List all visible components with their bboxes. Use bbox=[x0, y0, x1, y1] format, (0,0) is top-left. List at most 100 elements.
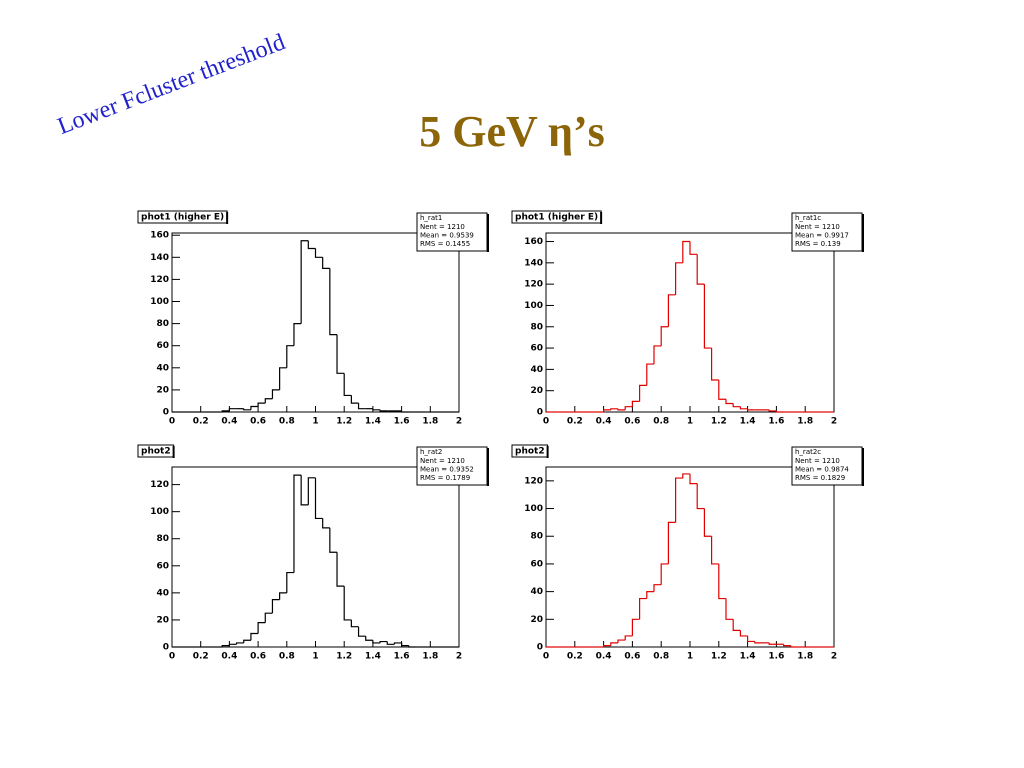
histogram-step bbox=[408, 645, 416, 648]
x-tick-label: 1 bbox=[312, 652, 318, 662]
histogram-step bbox=[775, 410, 784, 413]
y-tick-label: 100 bbox=[150, 507, 169, 517]
histogram-step bbox=[653, 345, 662, 365]
x-tick-label: 0 bbox=[543, 417, 549, 427]
x-tick-label: 2 bbox=[831, 417, 837, 427]
histogram-title: phot1 (higher E) bbox=[515, 213, 598, 223]
histogram-step bbox=[660, 563, 669, 585]
plot-frame bbox=[545, 232, 835, 413]
x-tick-label: 0.2 bbox=[567, 652, 583, 662]
x-tick-label: 2 bbox=[831, 652, 837, 662]
histogram-step bbox=[703, 508, 712, 537]
y-tick-label: 60 bbox=[530, 344, 543, 354]
histogram-step bbox=[221, 410, 230, 412]
x-tick-label: 1.2 bbox=[711, 652, 727, 662]
y-tick-label: 80 bbox=[530, 322, 543, 332]
histogram-step bbox=[732, 619, 741, 631]
stats-box bbox=[416, 446, 488, 486]
stats-box bbox=[416, 212, 488, 252]
x-tick-label: 0.6 bbox=[250, 417, 266, 427]
histogram-step bbox=[257, 402, 266, 407]
histogram-step bbox=[689, 473, 698, 485]
histogram-step bbox=[675, 477, 683, 523]
histogram-step bbox=[329, 527, 338, 553]
y-tick-label: 120 bbox=[150, 275, 169, 285]
histogram-step bbox=[264, 398, 273, 404]
histogram-step bbox=[675, 262, 683, 295]
x-tick-label: 1.6 bbox=[768, 417, 784, 427]
x-tick-label: 0.6 bbox=[624, 652, 640, 662]
histogram-step bbox=[279, 367, 287, 390]
histogram-step bbox=[393, 642, 402, 645]
histogram-title: phot2 bbox=[141, 447, 171, 457]
histogram-step bbox=[286, 571, 294, 593]
x-tick-label: 1.4 bbox=[365, 417, 381, 427]
histogram-step bbox=[610, 408, 618, 410]
x-tick-label: 1.4 bbox=[365, 652, 381, 662]
x-tick-label: 1.8 bbox=[422, 652, 438, 662]
histogram-step bbox=[372, 408, 381, 411]
x-tick-label: 2 bbox=[456, 417, 462, 427]
y-tick-label: 40 bbox=[156, 363, 169, 373]
histogram-step bbox=[279, 592, 287, 600]
x-tick-label: 1.4 bbox=[740, 417, 756, 427]
histogram-step bbox=[646, 363, 654, 386]
x-tick-label: 1.2 bbox=[336, 652, 352, 662]
histogram-step bbox=[357, 403, 366, 410]
y-tick-label: 100 bbox=[524, 301, 543, 311]
x-tick-label: 0.8 bbox=[653, 417, 669, 427]
histogram-step bbox=[725, 598, 734, 620]
histogram-step bbox=[718, 380, 726, 400]
y-tick-label: 60 bbox=[156, 341, 169, 351]
histogram-step bbox=[790, 645, 798, 648]
stats-line: RMS = 0.1829 bbox=[795, 474, 845, 482]
histogram-step bbox=[401, 410, 409, 413]
histogram-step bbox=[271, 389, 280, 399]
histogram-step bbox=[768, 642, 777, 645]
y-tick-label: 60 bbox=[530, 559, 543, 569]
histogram-step bbox=[617, 639, 626, 643]
x-tick-label: 0.6 bbox=[250, 652, 266, 662]
histogram-step bbox=[271, 599, 280, 614]
histogram-title: phot2 bbox=[515, 447, 545, 457]
x-tick-label: 1.6 bbox=[394, 417, 410, 427]
histogram-step bbox=[329, 268, 338, 336]
stats-line: RMS = 0.139 bbox=[795, 240, 841, 248]
x-tick-label: 1.8 bbox=[797, 417, 813, 427]
histogram-step bbox=[725, 399, 734, 405]
histogram-step bbox=[401, 642, 409, 647]
x-tick-label: 0.8 bbox=[279, 417, 295, 427]
x-tick-label: 1.6 bbox=[394, 652, 410, 662]
x-tick-label: 0.8 bbox=[653, 652, 669, 662]
histogram-step bbox=[293, 474, 302, 573]
plot-frame bbox=[171, 232, 460, 413]
stats-name: h_rat2 bbox=[420, 448, 442, 456]
histogram-step bbox=[307, 477, 316, 505]
stats-name: h_rat1c bbox=[795, 214, 821, 222]
y-tick-label: 80 bbox=[156, 534, 169, 544]
histogram-step bbox=[631, 400, 640, 407]
histogram-step bbox=[336, 552, 345, 587]
histogram-step bbox=[264, 612, 273, 623]
x-tick-label: 1 bbox=[312, 417, 318, 427]
histogram-step bbox=[250, 632, 259, 641]
histogram-step bbox=[379, 409, 388, 412]
stats-line: Nent = 1210 bbox=[420, 223, 465, 231]
x-tick-label: 2 bbox=[456, 652, 462, 662]
histogram-step bbox=[243, 639, 251, 643]
x-tick-label: 1.4 bbox=[740, 652, 756, 662]
histogram-step bbox=[243, 408, 251, 411]
y-tick-label: 0 bbox=[537, 408, 543, 418]
histogram-step bbox=[603, 645, 611, 647]
histogram-step bbox=[336, 334, 345, 374]
histogram-step bbox=[286, 345, 294, 368]
histogram-step bbox=[631, 618, 640, 636]
histogram-step bbox=[293, 323, 302, 346]
x-tick-label: 0.8 bbox=[279, 652, 295, 662]
histogram-step bbox=[357, 626, 366, 637]
x-tick-label: 1.8 bbox=[422, 417, 438, 427]
histogram-step bbox=[739, 630, 748, 637]
y-tick-label: 160 bbox=[150, 231, 169, 241]
histogram-step bbox=[257, 622, 266, 634]
x-tick-label: 0.4 bbox=[596, 417, 612, 427]
